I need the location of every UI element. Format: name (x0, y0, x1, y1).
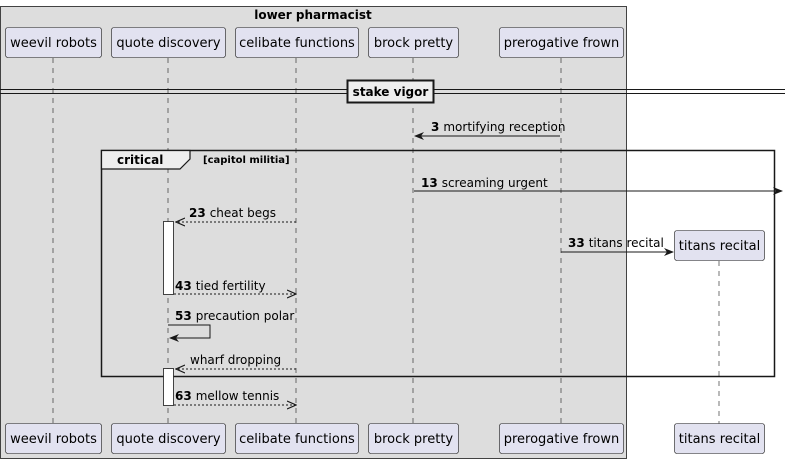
participant-titans-recital-bottom[interactable]: titans recital (674, 423, 765, 454)
message-wharf-dropping: wharf dropping (176, 353, 296, 369)
group-critical: critical [capitol militia] (100, 149, 776, 378)
group-keyword: critical (117, 153, 163, 167)
svg-text:wharf dropping: wharf dropping (190, 353, 281, 367)
participant-label: celibate functions (239, 36, 355, 51)
participant-prerogative-frown-top[interactable]: prerogative frown (499, 27, 624, 58)
participant-titans-recital-created[interactable]: titans recital (674, 230, 765, 261)
participant-brock-pretty-bottom[interactable]: brock pretty (368, 423, 459, 454)
message-3: 3 mortifying reception (414, 120, 566, 140)
message-number: 33 (568, 236, 585, 250)
participant-label: prerogative frown (504, 432, 620, 447)
participant-label: quote discovery (116, 432, 220, 447)
divider-label: stake vigor (353, 85, 429, 99)
message-label: wharf dropping (190, 353, 281, 367)
message-number: 13 (421, 176, 438, 190)
participant-label: celibate functions (239, 432, 355, 447)
participant-label: brock pretty (374, 36, 454, 51)
participant-label: weevil robots (10, 432, 97, 447)
message-label: mortifying reception (443, 120, 565, 134)
participant-label: weevil robots (10, 36, 97, 51)
message-number: 53 (175, 309, 192, 323)
participant-box (0, 6, 627, 459)
message-number: 3 (431, 120, 439, 134)
message-number: 23 (189, 206, 206, 220)
participant-label: prerogative frown (504, 36, 620, 51)
message-63: 63 mellow tennis (174, 389, 296, 405)
message-label: tied fertility (196, 279, 266, 293)
participant-label: quote discovery (116, 36, 220, 51)
message-number: 43 (175, 279, 192, 293)
participant-box-title: lower pharmacist (254, 8, 372, 22)
group-condition: [capitol militia] (203, 155, 290, 166)
participant-label: titans recital (679, 432, 760, 447)
message-label: mellow tennis (196, 389, 280, 403)
message-23: 23 cheat begs (176, 206, 296, 222)
participant-label: brock pretty (374, 432, 454, 447)
participant-prerogative-frown-bottom[interactable]: prerogative frown (499, 423, 624, 454)
lifelines (52, 58, 720, 424)
message-label: cheat begs (210, 206, 276, 220)
divider: stake vigor (0, 79, 785, 104)
activation-bar (163, 368, 174, 406)
message-43: 43 tied fertility (174, 279, 296, 294)
message-label: precaution polar (196, 309, 295, 323)
participant-quote-discovery-bottom[interactable]: quote discovery (111, 423, 226, 454)
message-13: 13 screaming urgent (414, 176, 783, 195)
message-label: screaming urgent (442, 176, 548, 190)
participant-celibate-functions-bottom[interactable]: celibate functions (235, 423, 359, 454)
participant-label: titans recital (679, 239, 760, 254)
participant-celibate-functions-top[interactable]: celibate functions (235, 27, 359, 58)
activation-bar (163, 221, 174, 295)
participant-weevil-robots-top[interactable]: weevil robots (5, 27, 102, 58)
message-33: 33 titans recital (561, 236, 674, 256)
participant-weevil-robots-bottom[interactable]: weevil robots (5, 423, 102, 454)
participant-quote-discovery-top[interactable]: quote discovery (111, 27, 226, 58)
message-number: 63 (175, 389, 192, 403)
message-label: titans recital (589, 236, 664, 250)
message-53: 53 precaution polar (168, 309, 294, 342)
participant-brock-pretty-top[interactable]: brock pretty (368, 27, 459, 58)
